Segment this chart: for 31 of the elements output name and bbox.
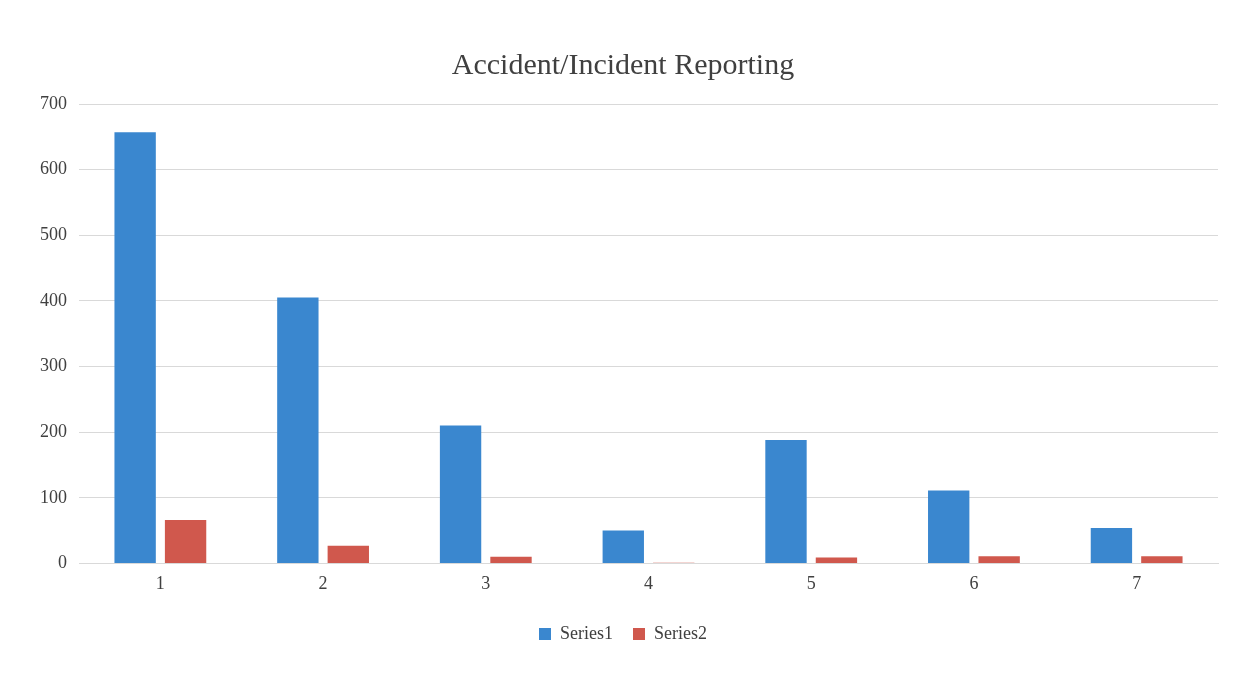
x-tick-label: 2 [318, 572, 328, 593]
bar [439, 425, 482, 563]
x-tick-label: 6 [969, 572, 979, 593]
bar [602, 530, 644, 563]
x-tick-label: 5 [806, 572, 816, 593]
x-tick-label: 7 [1132, 572, 1142, 593]
y-tick-label: 700 [40, 92, 67, 113]
y-tick-label: 600 [40, 158, 67, 179]
bar [1090, 527, 1133, 563]
bar [490, 556, 532, 563]
bar [1141, 556, 1183, 563]
legend-label: Series1 [560, 622, 614, 643]
bar [978, 556, 1020, 563]
y-tick-label: 300 [40, 355, 67, 376]
bar [164, 520, 207, 563]
y-tick-label: 0 [58, 552, 67, 573]
x-tick-label: 1 [155, 572, 165, 593]
y-tick-label: 200 [40, 420, 67, 441]
y-tick-label: 100 [40, 486, 67, 507]
legend-label: Series2 [654, 622, 707, 643]
x-tick-label: 4 [644, 572, 653, 593]
bar [928, 490, 970, 563]
chart-title: Accident/Incident Reporting [451, 46, 795, 80]
y-tick-label: 500 [40, 223, 67, 244]
bar [277, 297, 319, 563]
bar [114, 132, 156, 563]
bar [815, 557, 858, 563]
bar [765, 440, 807, 563]
bar [327, 545, 369, 563]
x-tick-label: 3 [481, 572, 491, 593]
y-tick-label: 400 [40, 289, 67, 310]
